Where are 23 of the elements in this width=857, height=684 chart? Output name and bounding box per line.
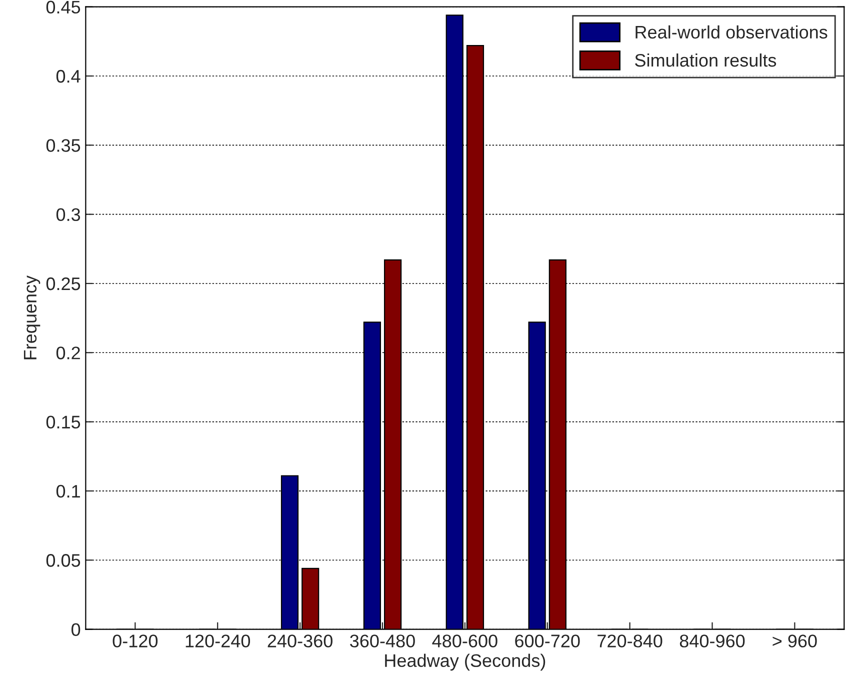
y-tick-label: 0.35 (46, 139, 80, 152)
x-tick-label: 720-840 (598, 634, 662, 648)
legend-label: Real-world observations (636, 25, 828, 39)
y-axis-title: Frequency (24, 275, 40, 360)
x-tick-label: 240-360 (268, 634, 332, 648)
x-tick-label: 480-600 (432, 634, 498, 648)
y-tick-label: 0.45 (46, 0, 80, 14)
x-tick-label: 840-960 (680, 634, 745, 648)
y-tick-label: 0.05 (46, 554, 80, 567)
y-tick-label: 0.15 (46, 416, 80, 429)
x-tick-label: 360-480 (350, 634, 415, 648)
x-tick-label: 0-120 (112, 634, 158, 648)
y-tick-label: 0 (72, 623, 80, 636)
x-axis-title: Headway (Seconds) (385, 654, 546, 671)
x-tick-label: 120-240 (186, 634, 250, 648)
y-tick-label: 0.25 (46, 277, 80, 290)
y-tick-label: 0.3 (56, 208, 80, 222)
x-tick-label: 600-720 (515, 634, 580, 648)
legend-label: Simulation results (635, 53, 776, 67)
y-tick-label: 0.2 (56, 346, 80, 360)
y-tick-label: 0.1 (56, 484, 80, 498)
y-tick-label: 0.4 (56, 70, 80, 83)
x-tick-label: > 960 (772, 634, 817, 648)
